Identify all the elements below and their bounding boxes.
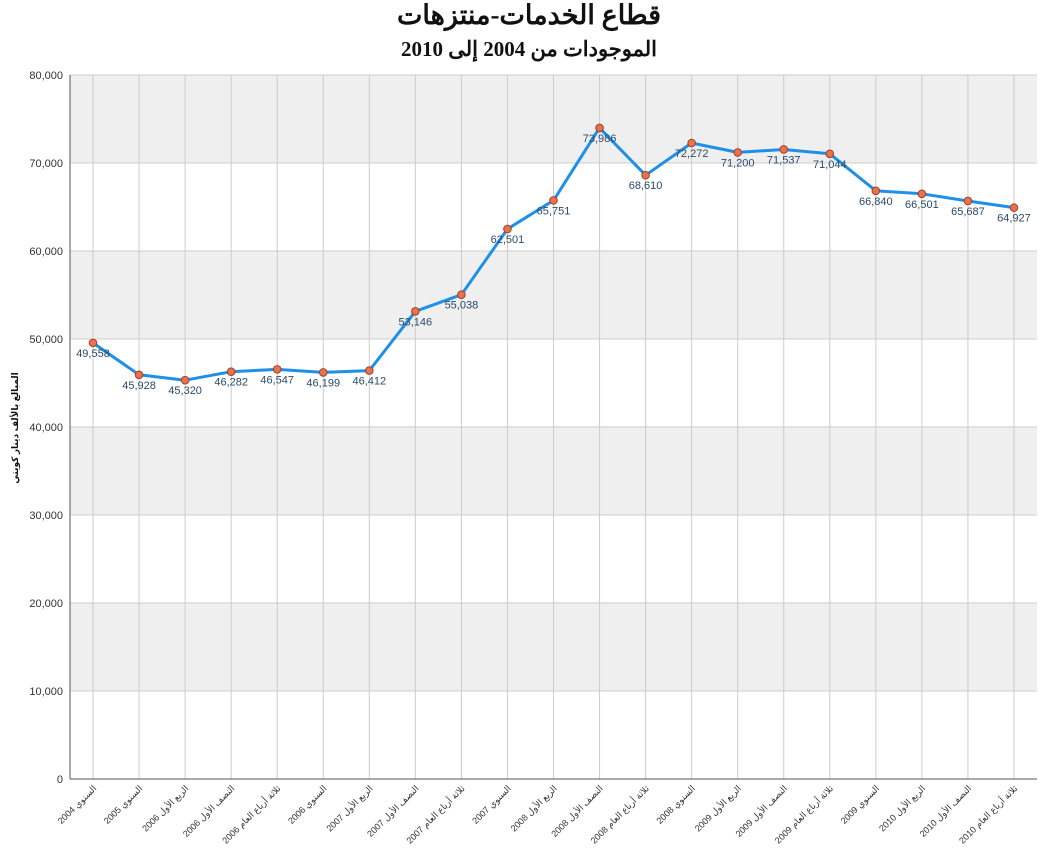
- data-label: 65,687: [951, 206, 985, 218]
- chart-subtitle: الموجودات من 2004 إلى 2010: [401, 37, 657, 61]
- x-tick-label: السنوي 2009: [839, 783, 882, 826]
- data-point: [457, 290, 466, 299]
- data-point: [733, 148, 742, 157]
- data-label: 71,537: [767, 154, 801, 166]
- y-tick-label: 50,000: [29, 334, 63, 346]
- data-label: 64,927: [997, 213, 1031, 225]
- axes: [69, 75, 1037, 780]
- data-label: 53,146: [399, 316, 433, 328]
- data-point: [503, 224, 512, 234]
- y-tick-label: 70,000: [29, 158, 63, 170]
- data-label: 71,200: [721, 157, 755, 169]
- data-point: [687, 138, 696, 148]
- data-labels: 49,558 45,928 45,320 46,282 46,547 46,199 46,4…: [76, 133, 1031, 397]
- data-point: [134, 370, 144, 380]
- data-point: [88, 338, 98, 348]
- data-point: [1009, 203, 1019, 212]
- data-point: [641, 170, 650, 180]
- data-label: 66,501: [905, 199, 939, 211]
- data-point: [779, 145, 789, 154]
- data-label: 45,320: [168, 385, 202, 397]
- chart-title: قطاع الخدمات-منتزهات: [396, 0, 662, 30]
- data-label: 46,412: [352, 376, 386, 388]
- y-tick-label: 80,000: [29, 70, 63, 82]
- data-label: 46,282: [214, 377, 248, 389]
- data-point: [272, 365, 282, 374]
- data-label: 55,038: [445, 300, 479, 312]
- x-tick-label: الربع الأول 2006: [140, 783, 191, 834]
- y-tick-label: 20,000: [29, 598, 63, 610]
- data-point: [871, 186, 881, 196]
- x-tick-label: السنوي 2004: [56, 783, 99, 826]
- data-point: [549, 196, 558, 205]
- data-point: [365, 366, 374, 375]
- x-tick-label: الربع الأول 2008: [508, 783, 559, 834]
- data-label: 73,986: [583, 133, 617, 145]
- x-tick-label: الربع الأول 2010: [876, 783, 927, 834]
- data-point: [825, 149, 835, 159]
- data-label: 66,840: [859, 196, 893, 208]
- data-point: [411, 307, 420, 316]
- y-tick-labels: 0 10,000 20,000 30,000 40,000 50,000 60,000 70,…: [29, 70, 63, 786]
- data-label: 71,044: [813, 159, 847, 171]
- data-label: 72,272: [675, 148, 709, 160]
- data-point: [963, 196, 973, 206]
- y-tick-label: 0: [57, 774, 63, 786]
- data-label: 46,547: [260, 374, 294, 386]
- y-axis-label: المبالغ بالألف دينار كويتي: [9, 372, 21, 483]
- data-label: 62,501: [491, 234, 525, 246]
- data-label: 68,610: [629, 180, 663, 192]
- x-tick-label: السنوي 2007: [470, 783, 513, 826]
- data-point: [917, 189, 927, 199]
- horizontal-gridlines: [70, 74, 1037, 780]
- data-point: [595, 123, 604, 133]
- data-point: [180, 375, 190, 385]
- y-tick-label: 10,000: [29, 686, 63, 698]
- data-point: [226, 367, 236, 377]
- data-point: [318, 368, 328, 377]
- data-label: 49,558: [76, 348, 110, 360]
- data-label: 45,928: [122, 380, 156, 392]
- data-label: 65,751: [537, 205, 571, 217]
- x-tick-label: السنوي 2008: [654, 783, 697, 826]
- y-tick-label: 60,000: [29, 246, 63, 258]
- x-tick-label: السنوي 2006: [286, 783, 329, 826]
- data-points: [88, 123, 1019, 385]
- x-tick-label: السنوي 2005: [102, 783, 145, 826]
- y-tick-label: 40,000: [29, 422, 63, 434]
- x-tick-label: الربع الأول 2009: [692, 783, 743, 834]
- x-tick-label: الربع الأول 2007: [324, 783, 375, 834]
- y-tick-label: 30,000: [29, 510, 63, 522]
- data-label: 46,199: [306, 377, 340, 389]
